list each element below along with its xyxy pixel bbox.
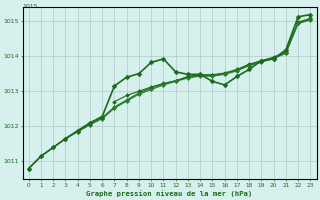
X-axis label: Graphe pression niveau de la mer (hPa): Graphe pression niveau de la mer (hPa) (86, 190, 253, 197)
Text: 1015: 1015 (23, 4, 38, 9)
